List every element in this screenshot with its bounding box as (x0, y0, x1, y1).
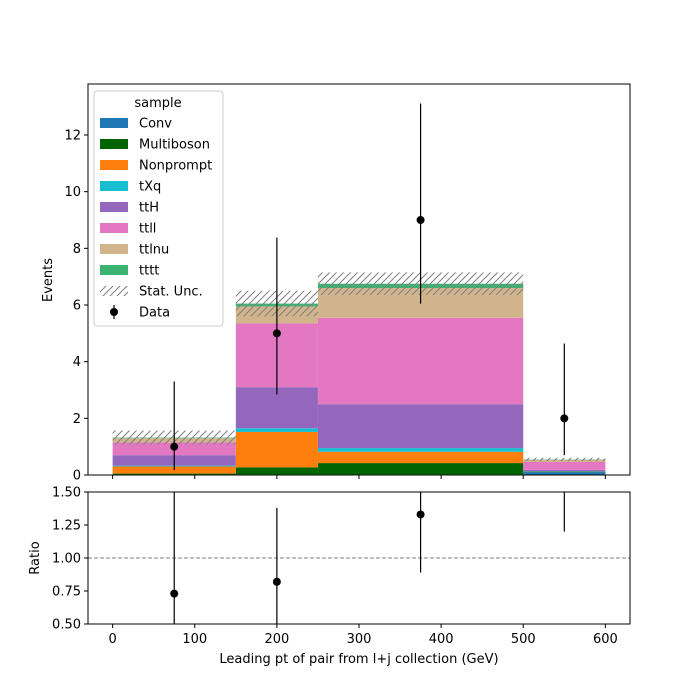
legend-title: sample (134, 96, 181, 111)
data-point-0 (170, 442, 179, 451)
legend-swatch-conv (100, 118, 128, 128)
main-x-axis (112, 475, 606, 479)
legend-label-multiboson: Multiboson (139, 138, 210, 153)
ratio-y-tick-label: 0.75 (52, 585, 81, 600)
legend-label-ttll: ttll (139, 222, 156, 237)
legend-data-marker (110, 308, 118, 316)
legend-label-nonprompt: Nonprompt (139, 159, 212, 174)
bar-nonprompt-bin-1 (235, 431, 318, 468)
legend-swatch-multiboson (100, 139, 128, 149)
x-tick-label: 600 (593, 632, 618, 647)
ratio-y-tick-label: 0.50 (52, 618, 81, 633)
data-point-1 (272, 329, 281, 338)
bar-multiboson-bin-3 (523, 471, 606, 473)
main-y-tick-label: 6 (73, 299, 81, 314)
x-tick-label: 500 (511, 632, 536, 647)
legend-swatch-ttll (100, 223, 128, 233)
ratio-y-tick-label: 1.00 (52, 552, 81, 567)
legend: sample Conv Multiboson Nonprompt tXq ttH ttll… (93, 90, 224, 327)
x-tick-label: 300 (347, 632, 372, 647)
x-tick-label: 400 (429, 632, 454, 647)
legend-entries: Conv Multiboson Nonprompt tXq ttH ttll ttlnu tt… (100, 117, 212, 321)
ratio-y-tick-label: 1.25 (52, 519, 81, 534)
legend-label-ttlnu: ttlnu (139, 243, 169, 258)
ratio-y-tick-label: 1.50 (52, 486, 81, 501)
x-tick-label: 100 (182, 632, 207, 647)
legend-label-stat-unc: Stat. Unc. (139, 285, 203, 300)
ratio-points (170, 492, 565, 624)
bar-txq-bin-2 (317, 448, 524, 452)
legend-swatch-txq (100, 181, 128, 191)
main-y-axis: 0 2 4 6 8 10 12 (64, 129, 88, 484)
legend-swatch-stat-unc (100, 286, 128, 296)
legend-label-txq: tXq (139, 180, 161, 195)
legend-swatch-tth (100, 202, 128, 212)
ratio-plot-panel: 0.50 0.75 1.00 1.25 1.50 0 100 200 300 400 500 600… (28, 486, 631, 667)
main-y-tick-label: 0 (73, 469, 81, 484)
legend-label-data: Data (139, 306, 170, 321)
main-plot-panel: 0 2 4 6 8 10 12 Events (41, 83, 631, 484)
legend-label-conv: Conv (139, 117, 172, 132)
main-y-tick-label: 12 (64, 129, 81, 144)
legend-label-tth: ttH (139, 201, 159, 216)
bar-tth-bin-2 (317, 404, 524, 449)
legend-label-tttt: tttt (139, 264, 159, 279)
bar-tth-bin-3 (523, 469, 606, 472)
stat-unc-band-bin-3 (523, 457, 606, 462)
data-points (170, 103, 569, 471)
ratio-y-axis-label: Ratio (28, 541, 43, 574)
bar-nonprompt-bin-2 (317, 451, 524, 464)
bar-ttll-bin-3 (523, 461, 606, 470)
x-tick-label: 200 (264, 632, 289, 647)
ratio-y-axis: 0.50 0.75 1.00 1.25 1.50 (52, 486, 88, 633)
legend-swatch-ttlnu (100, 244, 128, 254)
bar-multiboson-bin-1 (235, 467, 318, 475)
bar-multiboson-bin-0 (112, 473, 236, 475)
x-tick-label: 0 (108, 632, 116, 647)
x-axis-label: Leading pt of pair from l+j collection (… (219, 652, 498, 667)
ratio-point-1 (272, 577, 281, 586)
main-y-axis-label: Events (41, 258, 56, 302)
main-y-tick-label: 4 (73, 355, 81, 370)
ratio-point-2 (416, 510, 425, 519)
legend-swatch-nonprompt (100, 160, 128, 170)
data-point-2 (416, 216, 425, 224)
main-y-tick-label: 2 (73, 412, 81, 427)
main-y-tick-label: 10 (64, 185, 81, 200)
legend-swatch-tttt (100, 265, 128, 275)
ratio-x-axis: 0 100 200 300 400 500 600 (108, 624, 618, 647)
bar-multiboson-bin-2 (317, 463, 524, 475)
main-y-tick-label: 8 (73, 242, 81, 257)
bar-conv-bin-3 (523, 472, 606, 475)
ratio-point-0 (170, 589, 179, 598)
data-point-3 (560, 414, 569, 423)
bar-txq-bin-1 (235, 428, 318, 432)
bar-ttll-bin-2 (317, 317, 524, 405)
